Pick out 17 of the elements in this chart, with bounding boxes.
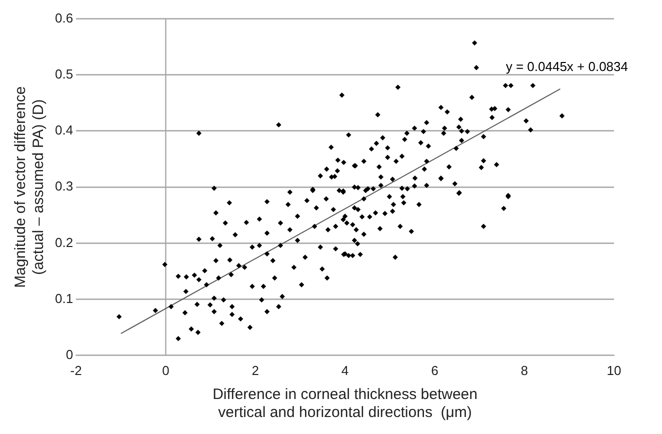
y-tick-label: 0.5 bbox=[54, 66, 74, 82]
y-tick-label: 0.6 bbox=[54, 10, 74, 26]
x-tick-label: 6 bbox=[431, 362, 438, 378]
y-tick-label: 0.3 bbox=[54, 178, 74, 194]
x-axis-title: Difference in corneal thickness between vertical and horizontal directions (μm) bbox=[212, 386, 478, 422]
x-tick-label: 10 bbox=[606, 362, 622, 378]
x-tick-label: 4 bbox=[341, 362, 349, 378]
x-tick-label: 2 bbox=[252, 362, 259, 378]
x-tick-label: 0 bbox=[162, 362, 170, 378]
x-tick-label: -2 bbox=[70, 362, 82, 378]
y-tick-label: 0.1 bbox=[54, 290, 74, 306]
y-tick-label: 0.4 bbox=[54, 122, 74, 138]
y-axis-title: Magnitude of vector difference (actual – assumed PA) (D) bbox=[12, 86, 48, 288]
y-tick-label: 0.2 bbox=[54, 234, 74, 250]
x-tick-label: 8 bbox=[520, 362, 528, 378]
y-tick-label: 0 bbox=[66, 346, 74, 362]
annotation: y = 0.0445x + 0.0834 bbox=[506, 59, 628, 74]
